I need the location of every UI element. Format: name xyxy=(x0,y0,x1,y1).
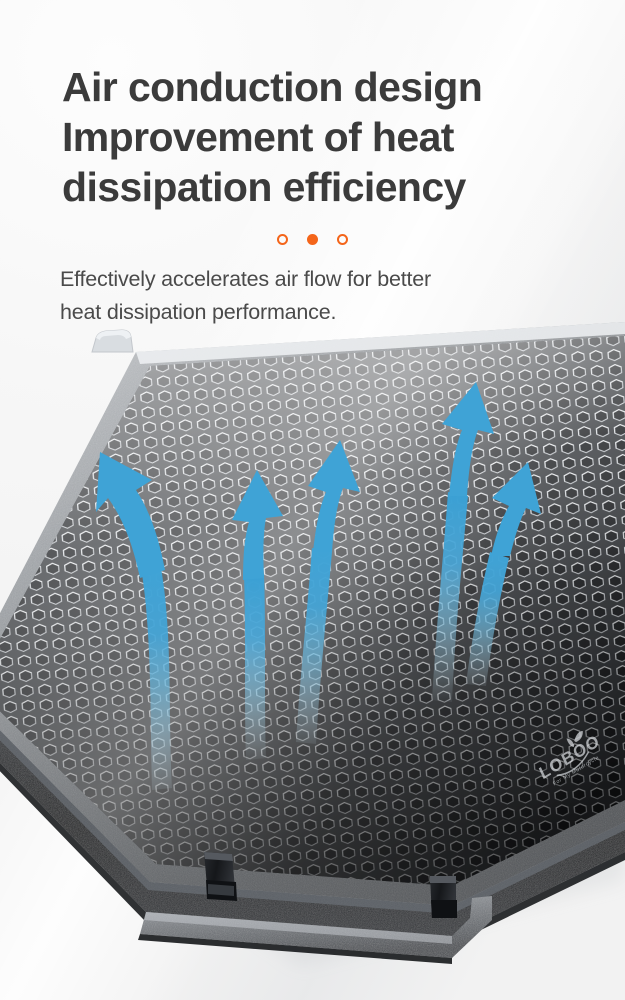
subtitle: Effectively accelerates air flow for bet… xyxy=(60,263,580,329)
front-stopper-clip-right xyxy=(430,876,457,918)
page-title: Air conduction design Improvement of hea… xyxy=(62,62,582,212)
bottom-lip-panel xyxy=(138,896,492,964)
headline-line-2: Improvement of heat xyxy=(62,114,454,160)
airflow-arrow-5 xyxy=(466,462,541,686)
airflow-arrows xyxy=(96,382,541,790)
pagination-dot-2-active[interactable] xyxy=(307,234,318,245)
airflow-arrow-2 xyxy=(232,470,283,760)
airflow-arrow-4 xyxy=(432,382,494,702)
front-stopper-clip-left xyxy=(204,852,237,901)
pagination-dots[interactable] xyxy=(0,234,625,245)
subtitle-line-1: Effectively accelerates air flow for bet… xyxy=(60,267,431,291)
headline-line-3: dissipation efficiency xyxy=(62,164,466,210)
pagination-dot-1[interactable] xyxy=(277,234,288,245)
airflow-arrow-1 xyxy=(96,452,172,790)
copy-block: Air conduction design Improvement of hea… xyxy=(0,0,625,329)
pagination-dot-3[interactable] xyxy=(337,234,348,245)
top-stopper-clip xyxy=(91,329,134,353)
front-rail xyxy=(0,730,625,944)
airflow-arrow-3 xyxy=(296,440,360,744)
headline-line-1: Air conduction design xyxy=(62,64,483,110)
subtitle-line-2: heat dissipation performance. xyxy=(60,300,337,324)
